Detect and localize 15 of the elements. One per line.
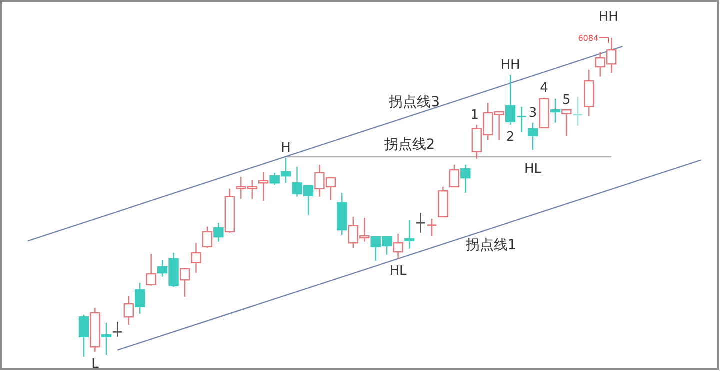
annotation: HH [598, 10, 618, 25]
annotation: 1 [470, 108, 480, 124]
annotation: 2 [506, 130, 515, 146]
annotation: 5 [562, 93, 571, 108]
annotation: 4 [540, 80, 548, 96]
annotation: 6084 [578, 34, 599, 43]
annotation: HL [524, 162, 542, 177]
series-label: 拐点线2 [383, 136, 436, 153]
series-label: 拐点线1 [464, 238, 517, 254]
annotation: H [281, 140, 291, 156]
annotation: HL [390, 264, 408, 280]
annotation: 3 [528, 106, 538, 121]
annotation: L [92, 356, 100, 371]
annotation: HH [500, 58, 520, 74]
series-label: 拐点线3 [388, 94, 440, 111]
